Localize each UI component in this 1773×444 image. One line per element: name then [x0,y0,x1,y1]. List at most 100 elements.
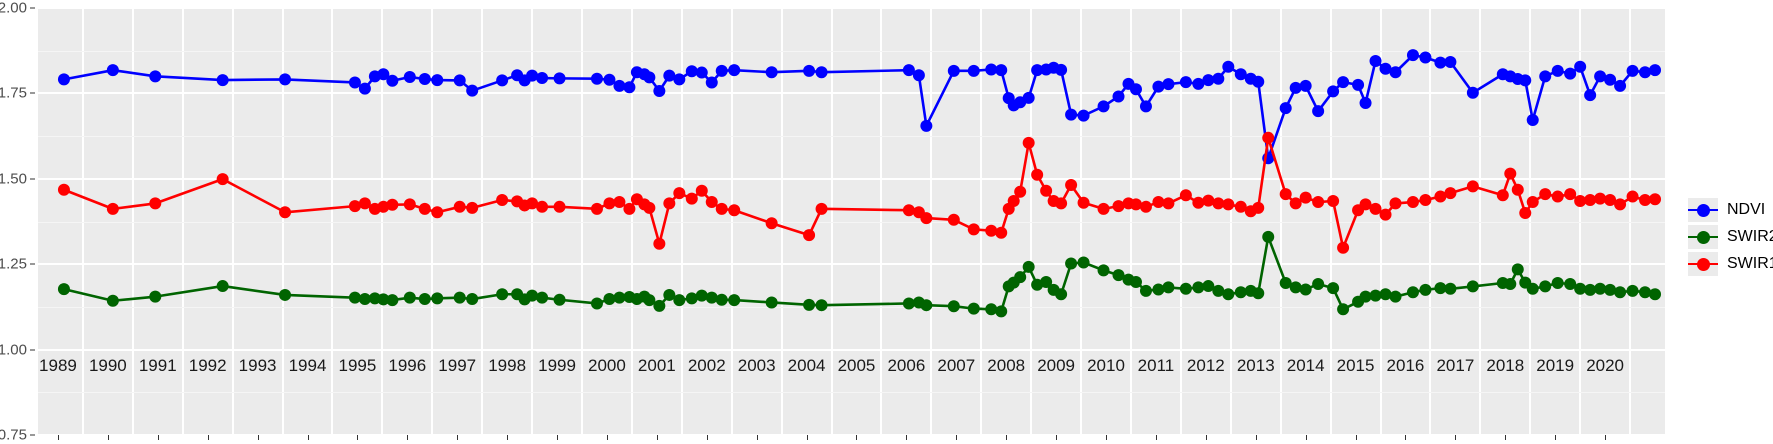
data-point [1097,264,1110,277]
data-point [1389,197,1402,210]
data-point [1031,168,1044,181]
data-point [377,293,390,306]
data-point [590,202,603,215]
data-point [453,291,466,304]
data-point [106,202,119,215]
x-tick-mark [756,435,758,440]
data-point [1352,78,1365,91]
x-tick-label: 1991 [138,356,177,375]
data-point [705,196,718,209]
data-point [1152,283,1165,296]
data-point [1179,189,1192,202]
y-tick-label: 1.50 [0,170,27,188]
data-point [1504,278,1517,291]
data-point [216,280,229,293]
data-point [1639,286,1652,299]
data-point [1112,269,1125,282]
x-tick-mark [1305,435,1307,440]
data-point [912,69,925,82]
data-point [803,298,816,311]
x-tick-mark [1056,435,1058,440]
data-point [1369,54,1382,67]
x-tick-label: 2012 [1186,356,1225,375]
x-tick-label: 1998 [488,356,527,375]
legend-key-dot [1697,230,1710,244]
x-tick-mark [1106,435,1108,440]
data-point [1014,271,1027,284]
data-point [715,64,728,77]
data-point [149,290,162,303]
x-tick-mark [107,435,109,440]
data-point [1152,196,1165,209]
data-point [1162,78,1175,91]
y-tick-label: 2.00 [0,0,27,17]
x-tick-label: 2018 [1486,356,1525,375]
data-point [1574,282,1587,295]
data-point [1551,276,1564,289]
data-point [1594,282,1607,295]
data-point [216,74,229,87]
data-point [57,283,70,296]
x-tick-label: 2008 [987,356,1026,375]
data-point [1152,80,1165,93]
data-point [663,69,676,82]
data-point [1389,290,1402,303]
x-tick-label: 2001 [637,356,676,375]
y-tick-mark [30,263,35,265]
data-point [1252,201,1265,214]
data-point [663,197,676,210]
legend-item-ndvi[interactable]: NDVI [1688,196,1773,223]
legend-item-swir1[interactable]: SWIR1 [1688,250,1773,277]
data-point [431,292,444,305]
data-point [279,288,292,301]
gridline-horizontal [38,177,1665,180]
data-point [1055,288,1068,301]
y-tick-mark [30,92,35,94]
data-point [1379,62,1392,75]
data-point [358,82,371,95]
data-point [1289,197,1302,210]
data-point [536,200,549,213]
data-point [526,197,539,210]
legend-item-swir2[interactable]: SWIR2 [1688,223,1773,250]
data-point [1077,109,1090,122]
data-point [643,294,656,307]
x-tick-mark [1255,435,1257,440]
data-point [1065,178,1078,191]
x-tick-label: 2003 [737,356,776,375]
data-point [1574,195,1587,207]
data-point [1389,66,1402,79]
data-point [377,68,390,81]
series-line [62,235,1657,313]
data-point [403,291,416,304]
data-point [1279,276,1292,289]
x-tick-label: 2015 [1336,356,1375,375]
data-point [1614,79,1627,92]
data-point [995,305,1008,318]
series-swir2 [57,230,1662,318]
data-point [1614,286,1627,299]
x-tick-label: 2004 [787,356,826,375]
data-point [603,197,616,210]
data-point [1179,76,1192,89]
y-tick-label: 1.00 [0,341,27,359]
data-point [1299,191,1312,204]
data-point [1406,49,1419,62]
data-point [1551,190,1564,203]
x-tick-label: 1993 [238,356,277,375]
gridline-horizontal-minor [38,306,1665,308]
data-point [967,302,980,315]
data-point [728,294,741,307]
x-tick-label: 1995 [338,356,377,375]
x-tick-mark [1505,435,1507,440]
data-point [348,76,361,89]
data-point [947,213,960,226]
x-tick-label: 2006 [887,356,926,375]
x-tick-label: 2019 [1536,356,1575,375]
data-point [967,64,980,77]
data-point [715,293,728,306]
gridline-horizontal [38,8,1665,9]
data-point [496,288,509,301]
legend-key-icon [1688,224,1718,249]
